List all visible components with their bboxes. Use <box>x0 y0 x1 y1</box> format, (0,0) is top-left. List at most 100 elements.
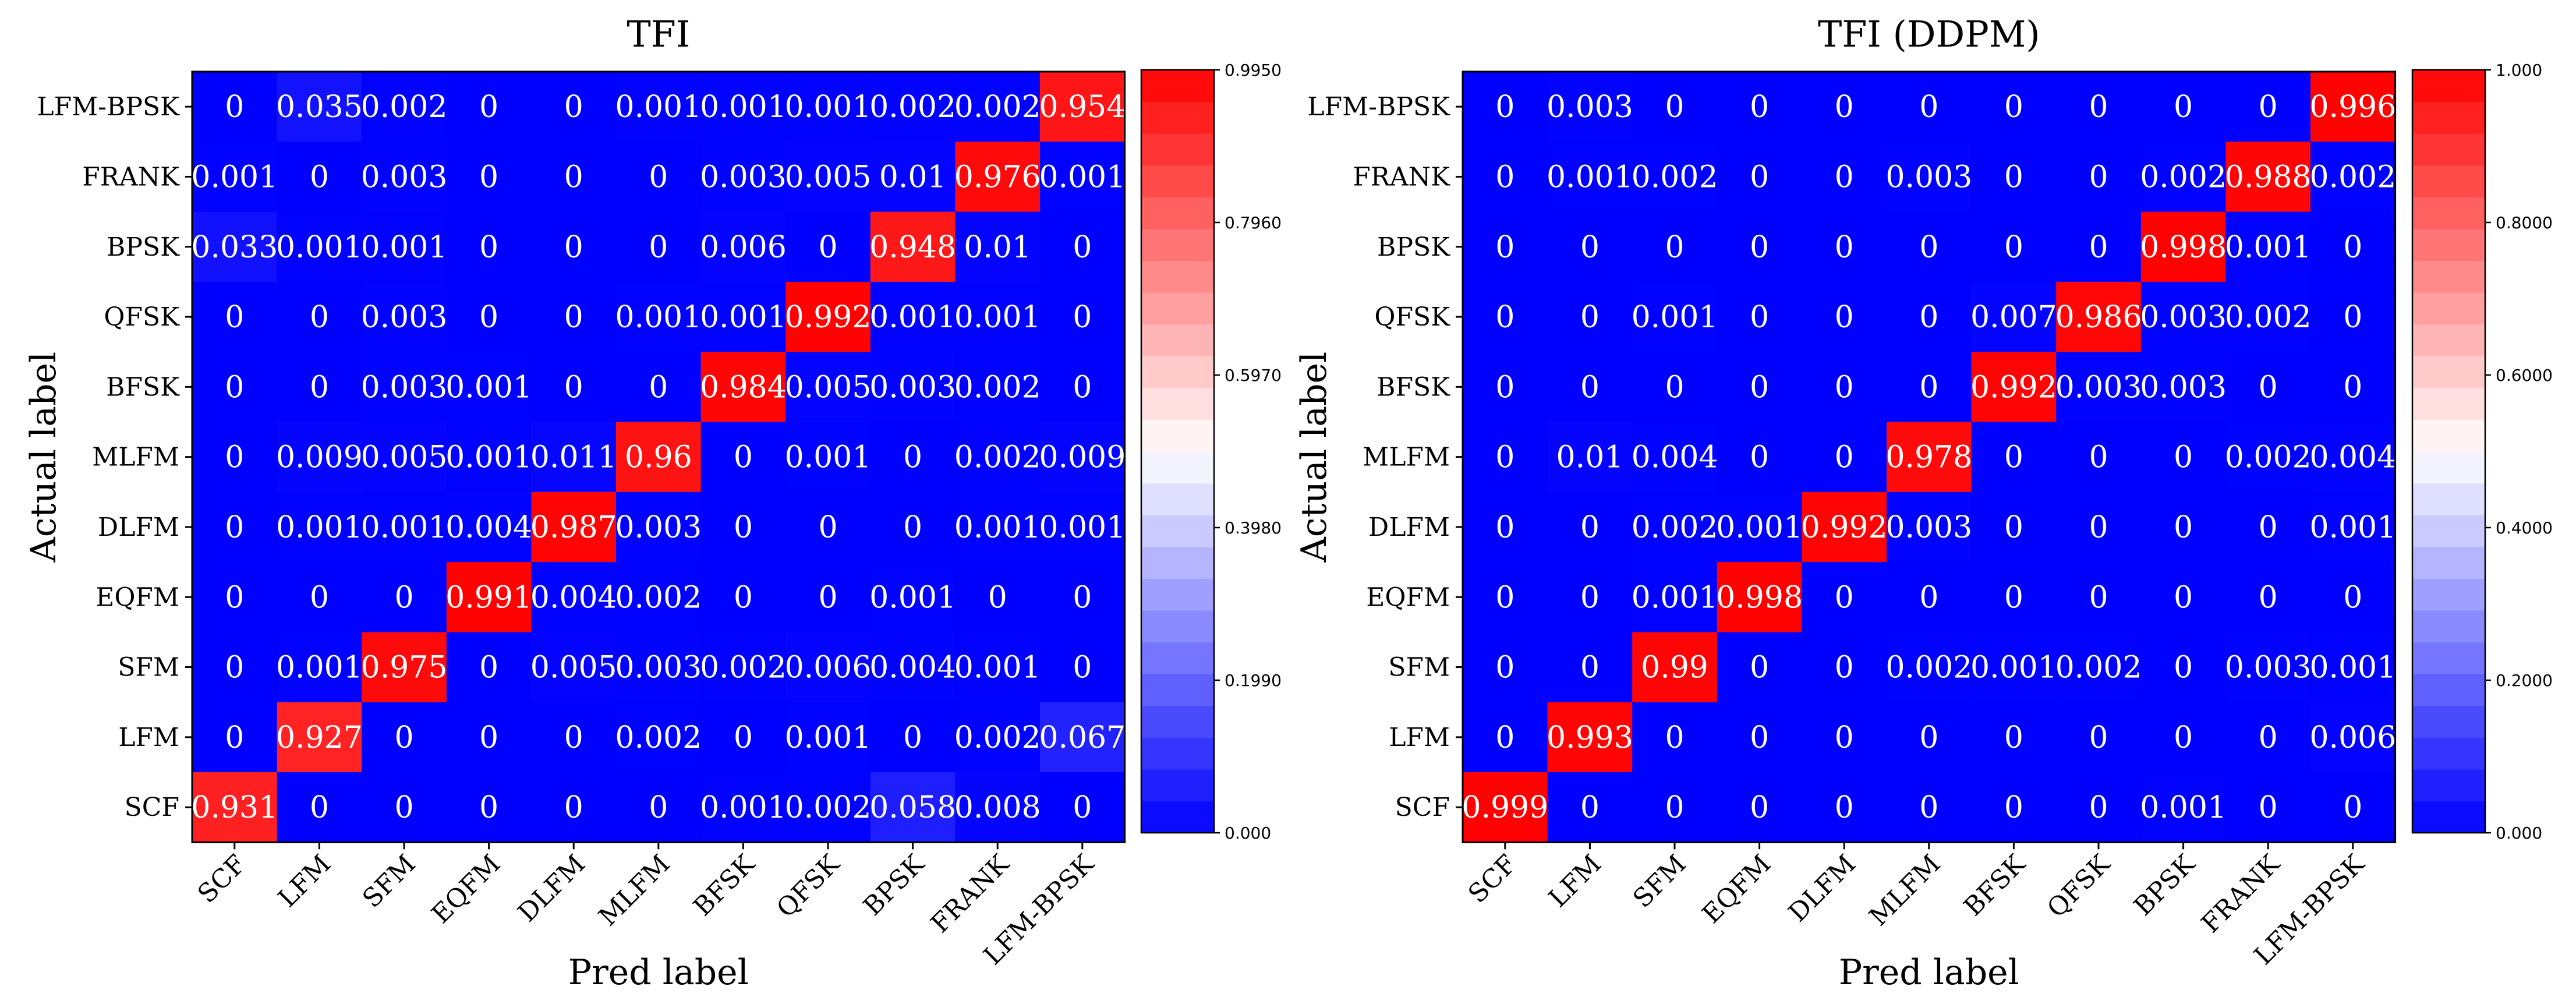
heatmap-cell <box>1463 492 1548 563</box>
x-tick-label: BFSK <box>1958 849 2032 922</box>
cell-value-label: 0 <box>1073 790 1092 825</box>
cell-value-label: 0 <box>1665 230 1684 265</box>
heatmap-cell <box>1463 142 1548 213</box>
cell-value-label: 0 <box>225 580 244 615</box>
heatmap-cell <box>785 142 871 213</box>
y-tick-label: LFM-BPSK <box>1307 92 1450 122</box>
cell-value-label: 0 <box>479 651 498 685</box>
colorbar-band <box>1141 165 1214 197</box>
heatmap-cell <box>2310 281 2396 352</box>
heatmap-cell <box>1802 142 1887 213</box>
cell-value-label: 0.001 <box>276 230 363 265</box>
heatmap-cell <box>2310 211 2396 282</box>
y-tick-label: BFSK <box>106 372 180 402</box>
colorbar-frame <box>1140 69 1215 834</box>
cell-value-label: 0 <box>225 370 244 405</box>
colorbar-tick-label: 0.2000 <box>2496 671 2553 690</box>
cell-value-label: 0.006 <box>2309 720 2396 755</box>
colorbar-band <box>2412 324 2485 356</box>
colorbar-band <box>2412 165 2485 197</box>
colorbar-band <box>1141 578 1214 611</box>
heatmap-cell <box>2225 72 2311 142</box>
cell-value-label: 0.001 <box>700 90 787 125</box>
heatmap-cell <box>531 422 617 493</box>
cell-value-label: 0.002 <box>2225 440 2312 475</box>
cell-value-label: 0.001 <box>2309 651 2396 685</box>
heatmap-cell <box>2225 562 2311 632</box>
cell-value-label: 0 <box>988 580 1007 615</box>
heatmap-cell <box>1040 422 1126 493</box>
colorbar-band <box>1141 737 1214 770</box>
y-axis-label: Actual label <box>23 352 64 563</box>
cell-value-label: 0.96 <box>625 440 692 475</box>
cell-value-label: 0 <box>2259 370 2278 405</box>
colorbar-band <box>1141 674 1214 706</box>
x-axis-label: Pred label <box>568 952 749 993</box>
heatmap-cell <box>616 772 702 843</box>
cell-value-label: 0 <box>1835 580 1854 615</box>
colorbar-band <box>1141 260 1214 293</box>
heatmap-cell <box>955 72 1041 142</box>
heatmap-cell <box>362 281 447 352</box>
cell-value-label: 0 <box>1750 370 1769 405</box>
colorbar: 0.000 0.1990 0.3980 0.5970 0.7960 0.9950 <box>1140 61 1282 843</box>
cell-value-label: 0.001 <box>954 651 1041 685</box>
heatmap-cell <box>1547 492 1633 563</box>
colorbar-band <box>2412 419 2485 452</box>
chart-title: TFI <box>627 13 690 55</box>
cell-value-label: 0 <box>2174 90 2193 125</box>
heatmap-cell <box>1717 72 1802 142</box>
cell-value-label: 0.001 <box>954 510 1041 545</box>
heatmap-cell <box>362 142 447 213</box>
colorbar-band <box>2412 737 2485 770</box>
heatmap-cell <box>446 772 532 843</box>
heatmap-cell <box>2310 702 2396 773</box>
cell-value-label: 0 <box>225 510 244 545</box>
y-tick-label: EQFM <box>95 582 179 612</box>
y-tick-label: BPSK <box>1377 232 1450 262</box>
heatmap-cell <box>277 562 362 632</box>
heatmap-cell <box>192 772 278 843</box>
cell-value-label: 0.006 <box>785 651 872 685</box>
cell-value-label: 0 <box>1073 230 1092 265</box>
heatmap-cell <box>2310 72 2396 142</box>
cell-value-label: 0.003 <box>869 370 956 405</box>
cell-value-label: 0.004 <box>2309 440 2396 475</box>
heatmap-cell <box>446 632 532 703</box>
cell-value-label: 0 <box>1495 580 1515 615</box>
cell-value-label: 0.002 <box>869 90 956 125</box>
heatmap-cell <box>1632 702 1718 773</box>
cell-value-label: 0.003 <box>1885 160 1972 195</box>
heatmap-cell <box>1547 772 1633 843</box>
colorbar-band <box>2412 642 2485 674</box>
heatmap-cell <box>1040 72 1126 142</box>
heatmap-cell <box>1887 632 1972 703</box>
heatmap-cell <box>1971 422 2057 493</box>
heatmap-cell <box>362 632 447 703</box>
heatmap-cell <box>1463 632 1548 703</box>
heatmap-cell <box>1802 211 1887 282</box>
colorbar-band <box>2412 705 2485 738</box>
heatmap-cell <box>277 422 362 493</box>
heatmap-cell <box>277 702 362 773</box>
cell-value-label: 0.948 <box>869 230 956 265</box>
cell-value-label: 0.001 <box>615 90 702 125</box>
colorbar-tick-label: 0.4000 <box>2496 518 2553 538</box>
heatmap-cell <box>1802 772 1887 843</box>
heatmap-cell <box>955 211 1041 282</box>
cell-value-label: 0.001 <box>1039 510 1126 545</box>
heatmap-cell <box>277 632 362 703</box>
heatmap-cell <box>2225 632 2311 703</box>
colorbar-band <box>2412 292 2485 325</box>
heatmap-cell <box>700 702 786 773</box>
x-tick-label: QFSK <box>2041 849 2117 924</box>
y-tick-label: MLFM <box>1363 443 1450 472</box>
colorbar-band <box>1141 515 1214 547</box>
cell-value-label: 0 <box>479 720 498 755</box>
heatmap-cell <box>700 142 786 213</box>
cell-value-label: 0 <box>2174 510 2193 545</box>
cell-value-label: 0 <box>394 720 413 755</box>
cell-value-label: 0.004 <box>1632 440 1718 475</box>
heatmap-cell <box>870 422 956 493</box>
cell-value-label: 0 <box>1750 651 1769 685</box>
